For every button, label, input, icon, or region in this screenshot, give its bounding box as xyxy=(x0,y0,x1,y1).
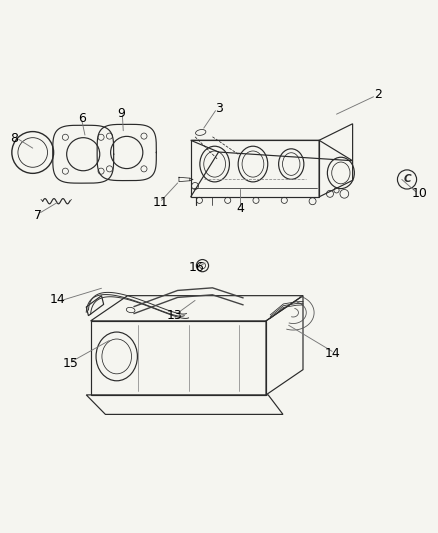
Text: 14: 14 xyxy=(325,347,341,360)
Text: 13: 13 xyxy=(167,309,183,322)
Text: 4: 4 xyxy=(236,202,244,215)
Text: 11: 11 xyxy=(152,196,168,208)
Text: 8: 8 xyxy=(11,132,18,144)
Text: 6: 6 xyxy=(78,112,86,125)
Text: 7: 7 xyxy=(34,208,42,222)
Text: 10: 10 xyxy=(411,187,427,200)
Text: C: C xyxy=(403,174,411,183)
Text: 16: 16 xyxy=(188,261,204,274)
Text: 9: 9 xyxy=(117,107,125,120)
Text: 14: 14 xyxy=(50,293,66,305)
Text: 15: 15 xyxy=(62,357,78,369)
Text: 3: 3 xyxy=(215,102,223,116)
Text: 2: 2 xyxy=(374,88,382,101)
